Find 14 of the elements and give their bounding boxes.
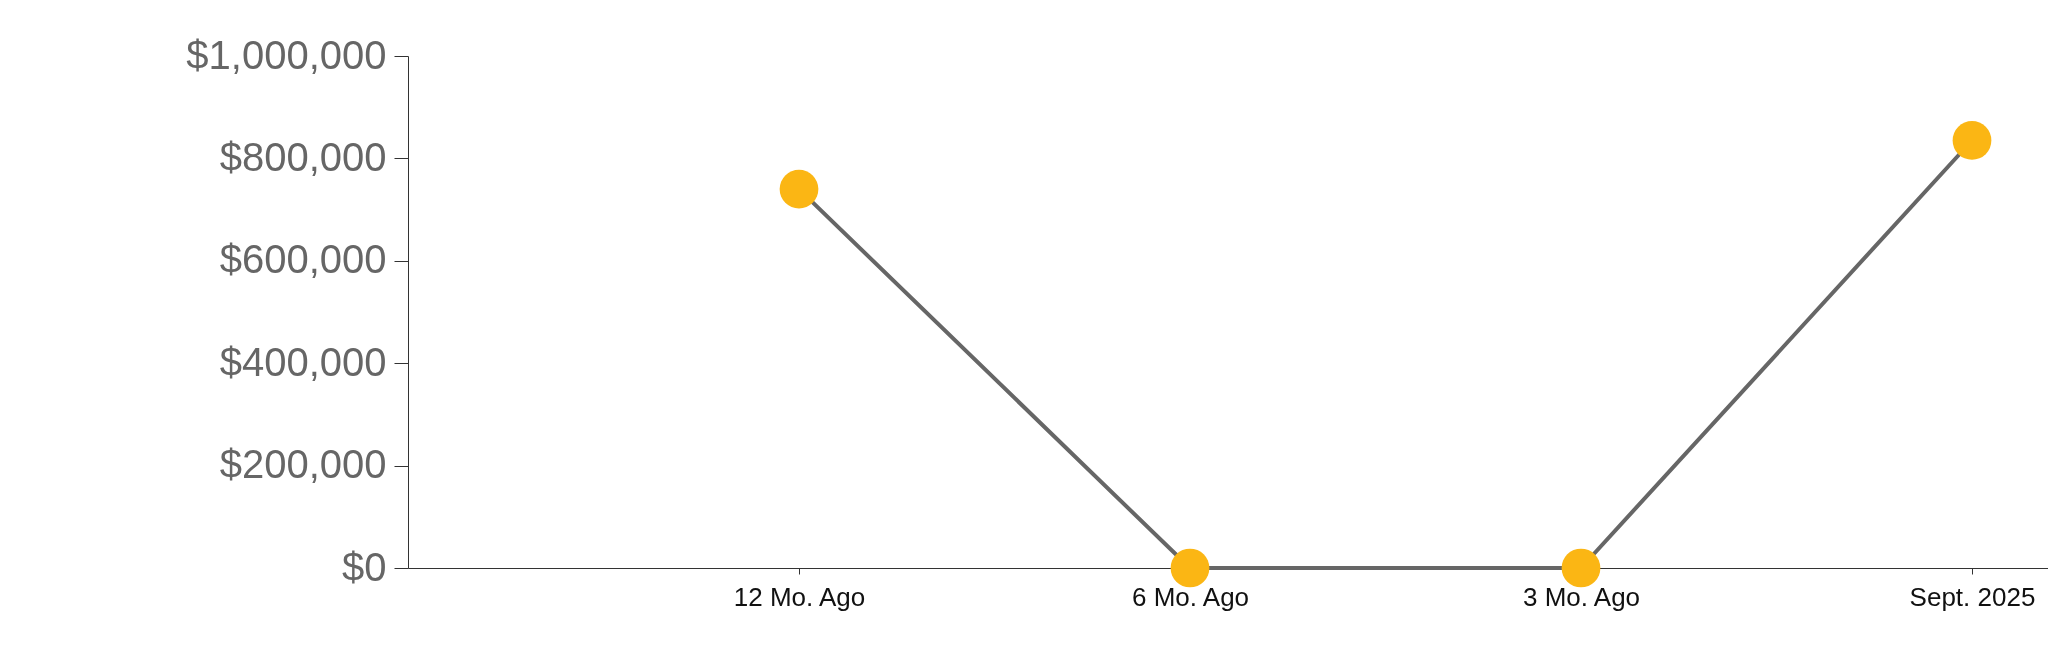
y-tick-label: $400,000 — [219, 339, 387, 384]
point — [1561, 548, 1601, 588]
x-tick-label: Sept. 2025 — [1909, 581, 2036, 612]
y-tick-label: $1,000,000 — [186, 32, 387, 77]
x-tick-label: 12 Mo. Ago — [733, 581, 866, 612]
y-tick-label: $0 — [342, 544, 387, 589]
y-tick-label: $800,000 — [219, 134, 387, 179]
y-tick-label: $600,000 — [219, 237, 387, 282]
x-tick-label: 6 Mo. Ago — [1131, 581, 1250, 612]
point — [779, 169, 819, 209]
y-tick-label: $200,000 — [219, 442, 387, 487]
point — [1170, 548, 1210, 588]
point — [1952, 121, 1992, 160]
x-tick-label: 3 Mo. Ago — [1522, 581, 1641, 612]
